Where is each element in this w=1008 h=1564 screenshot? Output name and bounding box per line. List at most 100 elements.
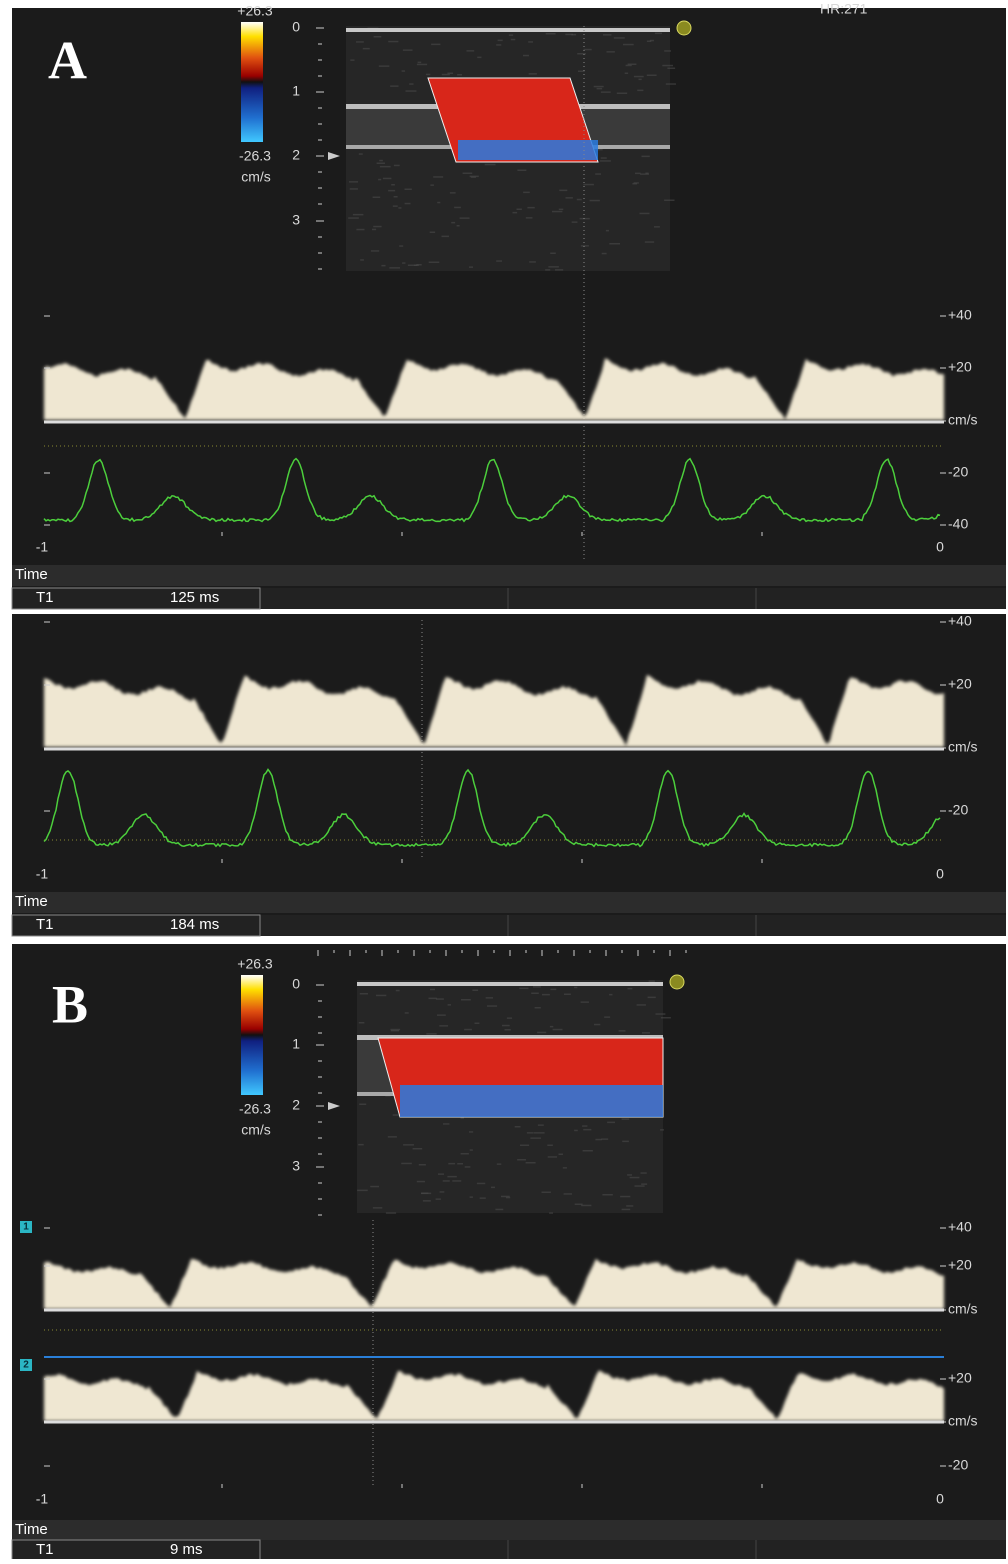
depth-tick-label: 0 <box>292 19 300 35</box>
baseline <box>44 421 944 424</box>
speckle <box>538 1124 544 1126</box>
speckle <box>471 176 476 178</box>
speckle <box>436 1198 441 1200</box>
speckle <box>639 79 642 81</box>
velocity-tick-label: +20 <box>948 676 972 692</box>
speckle <box>438 1173 444 1175</box>
speckle <box>590 200 600 202</box>
speckle <box>413 1148 423 1150</box>
speckle <box>401 1163 412 1165</box>
speckle <box>656 1013 666 1015</box>
speckle <box>433 176 443 178</box>
speckle <box>486 997 493 999</box>
speckle <box>666 83 676 85</box>
speckle <box>379 160 383 162</box>
speckle <box>601 157 607 159</box>
speckle <box>350 59 354 61</box>
speckle <box>417 1181 425 1183</box>
speckle <box>546 33 556 35</box>
speckle <box>664 200 674 202</box>
near-wall <box>357 982 663 986</box>
speckle <box>426 74 430 76</box>
speckle <box>529 261 536 263</box>
speckle <box>604 1016 610 1018</box>
speckle <box>641 1183 647 1185</box>
velocity-tick-label: +40 <box>948 307 972 323</box>
time-axis-end: 0 <box>936 866 944 882</box>
speckle <box>625 73 628 75</box>
speckle <box>509 34 513 36</box>
speckle <box>370 1186 379 1188</box>
speckle <box>359 1104 366 1106</box>
speckle <box>477 57 481 59</box>
depth-tick-label: 1 <box>292 1036 300 1052</box>
speckle <box>502 1025 510 1027</box>
speckle <box>439 1025 448 1027</box>
speckle <box>537 1032 546 1034</box>
speckle <box>647 41 651 43</box>
speckle <box>649 980 655 982</box>
speckle <box>452 1180 461 1182</box>
speckle <box>360 993 368 995</box>
time-label: Time <box>15 1521 48 1538</box>
speckle <box>547 1145 553 1147</box>
speckle <box>359 1022 365 1024</box>
speckle <box>606 230 609 232</box>
speckle <box>391 1030 399 1032</box>
speckle <box>442 236 449 238</box>
heart-rate: HR:271 <box>820 1 868 17</box>
speckle <box>388 41 398 43</box>
speckle <box>496 260 502 262</box>
speckle <box>531 993 539 995</box>
speckle <box>430 184 434 186</box>
time-header <box>12 1520 1006 1541</box>
speckle <box>542 1192 551 1194</box>
depth-tick-label: 0 <box>292 976 300 992</box>
speckle <box>405 1012 409 1014</box>
panel-a2-background <box>12 614 1006 935</box>
speckle <box>529 73 537 75</box>
measure-value: 125 ms <box>170 589 219 606</box>
speckle <box>383 178 392 180</box>
speckle <box>602 253 607 255</box>
color-scale-max: +26.3 <box>237 956 273 972</box>
velocity-tick-label: +40 <box>948 613 972 629</box>
baseline <box>44 1309 944 1312</box>
speckle <box>563 1167 567 1169</box>
speckle <box>437 202 440 204</box>
near-wall <box>346 28 670 32</box>
speckle <box>619 1030 626 1032</box>
speckle <box>583 1150 593 1152</box>
speckle <box>601 91 611 93</box>
speckle <box>380 166 391 168</box>
speckle <box>533 986 541 988</box>
speckle <box>581 1001 589 1003</box>
speckle <box>353 214 363 216</box>
speckle <box>519 988 528 990</box>
speckle <box>409 83 413 85</box>
speckle <box>405 189 412 191</box>
speckle <box>467 50 475 52</box>
depth-tick-label: 2 <box>292 147 300 163</box>
speckle <box>534 1132 545 1134</box>
velocity-tick-label: -20 <box>948 1457 968 1473</box>
speckle <box>580 218 590 220</box>
speckle <box>388 1136 397 1138</box>
speckle <box>577 53 586 55</box>
speckle <box>581 245 589 247</box>
color-scale-min: -26.3 <box>239 1101 271 1117</box>
color-bar <box>241 22 263 142</box>
speckle <box>601 1138 608 1140</box>
speckle <box>405 203 411 205</box>
speckle <box>491 1187 495 1189</box>
speckle <box>437 1014 446 1016</box>
color-flow-blue <box>400 1085 663 1117</box>
depth-tick-label: 1 <box>292 83 300 99</box>
time-axis-start: -1 <box>36 866 49 882</box>
speckle <box>472 990 478 992</box>
speckle <box>454 207 461 209</box>
measure-row <box>12 588 1006 609</box>
time-axis-end: 0 <box>936 539 944 555</box>
measure-name: T1 <box>36 1541 54 1558</box>
